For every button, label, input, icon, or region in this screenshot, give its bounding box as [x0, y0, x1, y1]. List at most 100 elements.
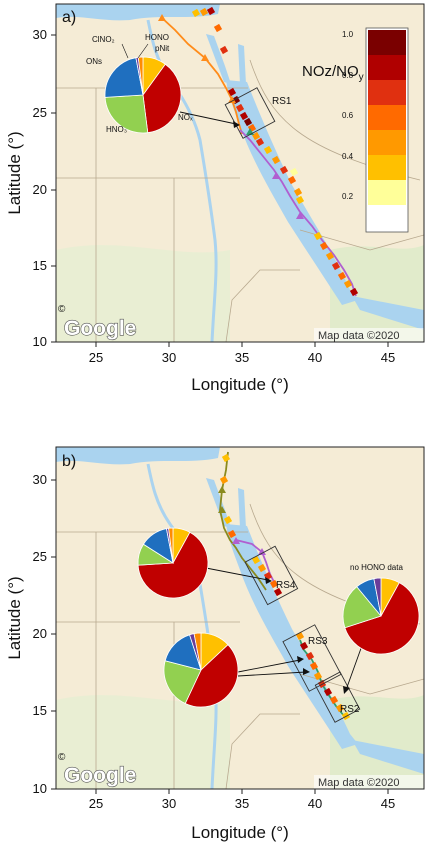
colorbar-swatch — [368, 80, 406, 105]
panel-b-arrow-rs3b — [237, 671, 307, 677]
panel-a: RS1 ClNO₂ HONO pNit ONs NOₓ HNO₃ NOz/NOy… — [5, 3, 425, 394]
y-tick-label: 20 — [33, 626, 47, 641]
panel-b-arrow-rs3 — [237, 659, 301, 673]
measurement-point — [289, 167, 299, 177]
copyright-symbol: © — [58, 752, 66, 763]
panel-b-track-marker — [258, 548, 266, 555]
panel-b-gulf-aqaba — [238, 488, 246, 528]
measurement-point — [293, 187, 303, 197]
measurement-point — [235, 103, 245, 113]
panel-a-track-orange — [161, 17, 243, 135]
x-tick-label: 25 — [89, 796, 103, 811]
colorbar-swatch — [368, 205, 406, 230]
panel-b-rs3-box — [282, 624, 342, 692]
panel-a-frame — [55, 3, 425, 343]
measurement-point — [287, 175, 297, 185]
measurement-point — [243, 117, 253, 127]
panel-a-track-marker — [201, 54, 209, 61]
panel-a-mediterranean — [56, 4, 220, 21]
pie-leader-hono — [137, 43, 149, 59]
pie-slice-nox — [137, 531, 209, 599]
credit-background — [314, 775, 424, 789]
pie-label-nox: NOₓ — [178, 113, 193, 122]
panel-b-frame — [55, 446, 425, 790]
panel-b-nile — [146, 463, 218, 789]
panel-b-rs2-label: RS2 — [340, 704, 360, 715]
measurement-point — [295, 195, 305, 205]
pie-slice-hono — [193, 632, 202, 671]
pie-leader-clno2 — [121, 43, 129, 59]
panel-b-arrowhead-rs3b — [303, 668, 310, 675]
panel-b-rs3-label: RS3 — [308, 636, 328, 647]
panel-b-arrowhead-rs2 — [343, 686, 350, 694]
measurement-point — [227, 87, 237, 97]
x-tick-label: 40 — [308, 350, 322, 365]
colorbar-tick: 1.0 — [342, 30, 354, 39]
measurement-point — [239, 111, 249, 121]
y-tick-label: 15 — [33, 703, 47, 718]
panel-a-rs1-label: RS1 — [272, 96, 292, 107]
y-tick-label: 30 — [33, 472, 47, 487]
panel-b-y-axis-label: Latitude (°) — [5, 576, 24, 659]
measurement-point — [206, 6, 216, 16]
panel-a-x-axis-label: Longitude (°) — [191, 375, 289, 394]
measurement-point — [299, 641, 309, 651]
panel-a-y-axis-label: Latitude (°) — [5, 131, 24, 214]
panel-b-mediterranean — [56, 447, 220, 465]
colorbar-tick: 0.8 — [342, 71, 354, 80]
panel-b-arrowhead-rs4 — [265, 577, 272, 584]
panel-b-pie-rs3 — [163, 632, 239, 708]
pie-slice-hno3 — [342, 586, 382, 629]
colorbar-tick: 0.6 — [342, 111, 354, 120]
pie-slice-hno3 — [104, 94, 149, 134]
panel-b-rs4-label: RS4 — [276, 580, 296, 591]
measurement-point — [257, 563, 267, 573]
panel-b-green-region — [56, 695, 230, 789]
panel-a-gulf-aden — [352, 296, 424, 330]
pie-slice-nox — [344, 582, 420, 655]
panel-b-pie-rs4 — [137, 527, 209, 599]
x-tick-label: 30 — [162, 350, 176, 365]
measurement-point — [343, 279, 353, 289]
x-tick-label: 35 — [235, 350, 249, 365]
google-logo: Google — [64, 317, 136, 340]
panel-b-x-axis-label: Longitude (°) — [191, 823, 289, 842]
measurement-point — [219, 45, 229, 55]
measurement-point — [319, 241, 329, 251]
panel-a-green-region — [56, 245, 230, 342]
pie-label-pnit: pNit — [155, 44, 170, 53]
measurement-point — [349, 287, 359, 297]
map-credit: Map data ©2020 — [318, 330, 400, 342]
panel-a-pie-chart — [104, 56, 182, 134]
panel-a-letter: a) — [62, 9, 76, 26]
measurement-point — [255, 137, 265, 147]
panel-b-arrowhead-rs3 — [297, 656, 304, 663]
measurement-point — [331, 261, 341, 271]
measurement-point — [271, 155, 281, 165]
panel-b-track-marker — [232, 537, 240, 544]
y-tick-label: 10 — [33, 334, 47, 349]
panel-b-rs4-box — [244, 545, 299, 606]
panel-a-track-marker — [296, 212, 304, 219]
panel-a-y-ticks: 10 15 20 25 30 — [33, 27, 56, 349]
panel-a-pie-arrow — [179, 111, 237, 125]
pie-slice-clno2 — [373, 577, 382, 617]
panel-b-borders — [56, 503, 424, 789]
panel-a-pie-arrowhead — [233, 121, 240, 128]
measurement-point — [313, 231, 323, 241]
measurement-point — [251, 131, 261, 141]
map-credit: Map data ©2020 — [318, 777, 400, 789]
panel-b-arrow-rs4 — [205, 567, 269, 581]
x-tick-label: 45 — [381, 350, 395, 365]
credit-background — [314, 328, 424, 342]
colorbar-tick: 0.2 — [342, 192, 354, 201]
pie-label-clno2: ClNO₂ — [92, 35, 115, 44]
panel-a-x-ticks: 25 30 35 40 45 — [89, 342, 395, 365]
pie-slice-hno3 — [163, 660, 202, 705]
colorbar — [368, 30, 406, 230]
pie-slice-nox — [184, 644, 239, 708]
y-tick-label: 10 — [33, 781, 47, 796]
pie-label-ons: ONs — [86, 57, 102, 66]
panel-b-rs2-box — [314, 671, 361, 723]
